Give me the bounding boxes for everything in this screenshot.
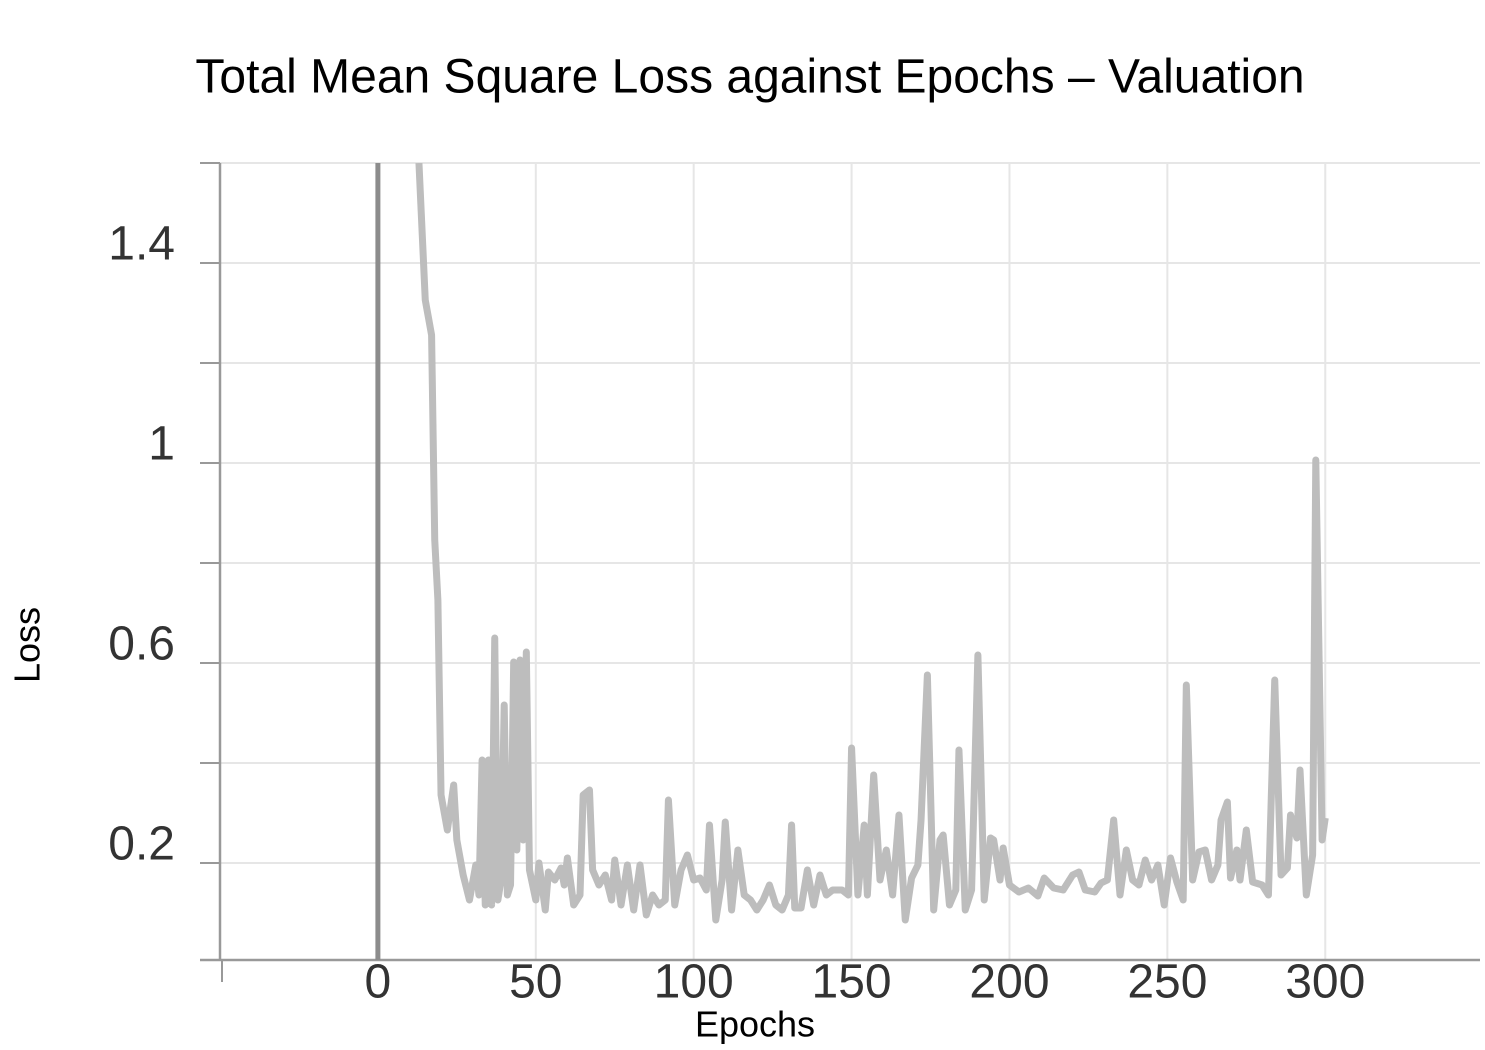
- y-tick-label: 1.4: [108, 218, 175, 271]
- x-axis-label: Epochs: [695, 1004, 815, 1045]
- x-tick-label: 300: [1285, 956, 1365, 1009]
- y-tick-label: 0.6: [108, 618, 175, 671]
- chart-title: Total Mean Square Loss against Epochs – …: [195, 51, 1304, 104]
- y-axis-label: Loss: [7, 607, 48, 683]
- x-tick-label: 0: [365, 956, 392, 1009]
- y-tick-label: 0.2: [108, 818, 175, 871]
- data-line: [415, 163, 1329, 924]
- x-tick-label: 150: [812, 956, 892, 1009]
- y-tick-label: 1: [148, 418, 175, 471]
- x-tick-label: 100: [654, 956, 734, 1009]
- x-tick-label: 250: [1127, 956, 1207, 1009]
- plot: [415, 163, 1329, 924]
- x-tick-label: 50: [509, 956, 562, 1009]
- x-tick-label: 200: [969, 956, 1049, 1009]
